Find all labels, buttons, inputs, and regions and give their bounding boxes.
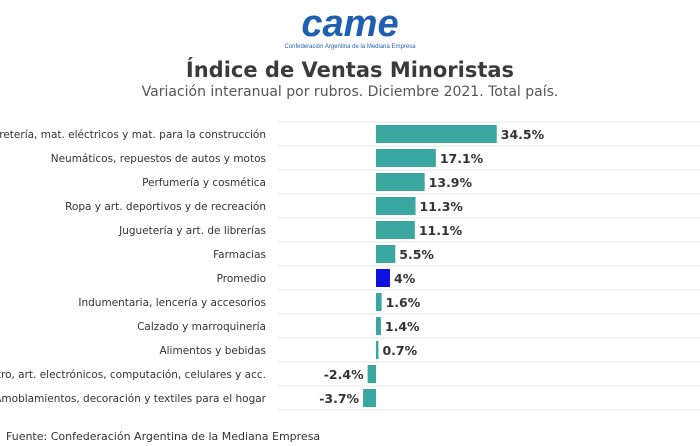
bar	[376, 245, 396, 263]
value-label: -3.7%	[319, 391, 359, 406]
value-label: 5.5%	[399, 247, 434, 262]
category-label: Juguetería y art. de librerías	[118, 225, 266, 237]
bar	[376, 269, 390, 287]
value-label: 1.6%	[386, 295, 421, 310]
bar	[376, 341, 379, 359]
bar	[376, 293, 382, 311]
chart-subtitle: Variación interanual por rubros. Diciemb…	[141, 84, 559, 100]
value-label: 13.9%	[429, 175, 473, 190]
came-logo: came Confederación Argentina de la Media…	[284, 3, 416, 50]
value-label: 17.1%	[440, 151, 484, 166]
value-label: 4%	[394, 271, 416, 286]
category-label: Neumáticos, repuestos de autos y motos	[51, 153, 266, 165]
category-label: Perfumería y cosmética	[142, 177, 266, 189]
value-label: -2.4%	[324, 367, 364, 382]
category-label: Calzado y marroquinería	[137, 321, 266, 333]
category-label: Promedio	[217, 273, 266, 285]
category-label: Electro, art. electrónicos, computación,…	[0, 369, 266, 381]
bar	[363, 389, 376, 407]
bar-chart: Ferretería, mat. eléctricos y mat. para …	[0, 121, 700, 411]
bar	[376, 221, 415, 239]
category-label: Alimentos y bebidas	[159, 345, 266, 357]
bar	[367, 365, 376, 383]
value-label: 11.1%	[419, 223, 463, 238]
value-label: 0.7%	[382, 343, 417, 358]
bar	[376, 197, 416, 215]
source-note: Fuente: Confederación Argentina de la Me…	[6, 430, 321, 443]
category-label: Farmacias	[213, 249, 266, 261]
value-label: 34.5%	[501, 127, 545, 142]
bar	[376, 125, 497, 143]
category-label: Ropa y art. deportivos y de recreación	[65, 201, 266, 213]
chart-title: Índice de Ventas Minoristas	[185, 58, 515, 82]
category-label: Ferretería, mat. eléctricos y mat. para …	[0, 129, 266, 141]
category-label: Indumentaria, lencería y accesorios	[78, 297, 266, 309]
category-label: Amoblamientos, decoración y textiles par…	[0, 393, 267, 405]
bar	[376, 173, 425, 191]
value-label: 1.4%	[385, 319, 420, 334]
logo-tagline: Confederación Argentina de la Mediana Em…	[284, 44, 416, 50]
bar	[376, 149, 436, 167]
logo-wordmark: came	[301, 3, 398, 45]
bar	[376, 317, 381, 335]
value-label: 11.3%	[420, 199, 464, 214]
